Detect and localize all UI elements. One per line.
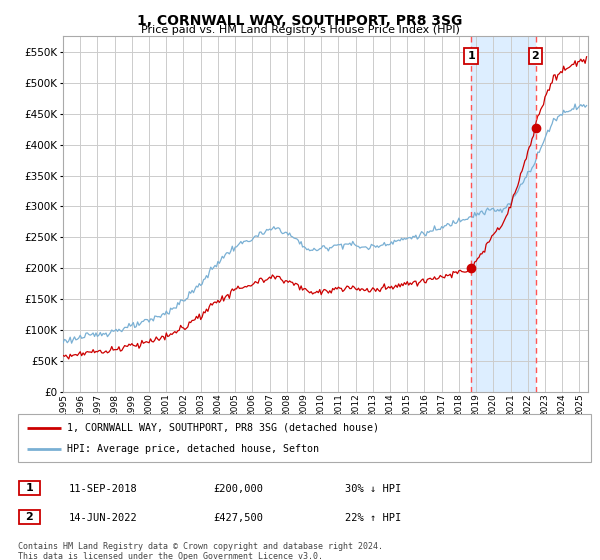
FancyBboxPatch shape [19,480,40,495]
Text: 1: 1 [467,51,475,61]
Bar [471,36,535,392]
FancyBboxPatch shape [19,510,40,524]
Text: Price paid vs. HM Land Registry's House Price Index (HPI): Price paid vs. HM Land Registry's House … [140,25,460,35]
Text: Contains HM Land Registry data © Crown copyright and database right 2024.
This d: Contains HM Land Registry data © Crown c… [18,542,383,560]
Text: 2: 2 [532,51,539,61]
Text: £427,500: £427,500 [213,513,263,523]
Text: 1: 1 [26,483,33,493]
Text: 11-SEP-2018: 11-SEP-2018 [69,484,138,494]
Text: 2: 2 [26,512,33,522]
Text: 1, CORNWALL WAY, SOUTHPORT, PR8 3SG: 1, CORNWALL WAY, SOUTHPORT, PR8 3SG [137,14,463,28]
Text: HPI: Average price, detached house, Sefton: HPI: Average price, detached house, Seft… [67,444,319,454]
FancyBboxPatch shape [18,414,591,462]
Text: 30% ↓ HPI: 30% ↓ HPI [345,484,401,494]
Text: 22% ↑ HPI: 22% ↑ HPI [345,513,401,523]
Text: £200,000: £200,000 [213,484,263,494]
Text: 1, CORNWALL WAY, SOUTHPORT, PR8 3SG (detached house): 1, CORNWALL WAY, SOUTHPORT, PR8 3SG (det… [67,423,379,433]
Text: 14-JUN-2022: 14-JUN-2022 [69,513,138,523]
